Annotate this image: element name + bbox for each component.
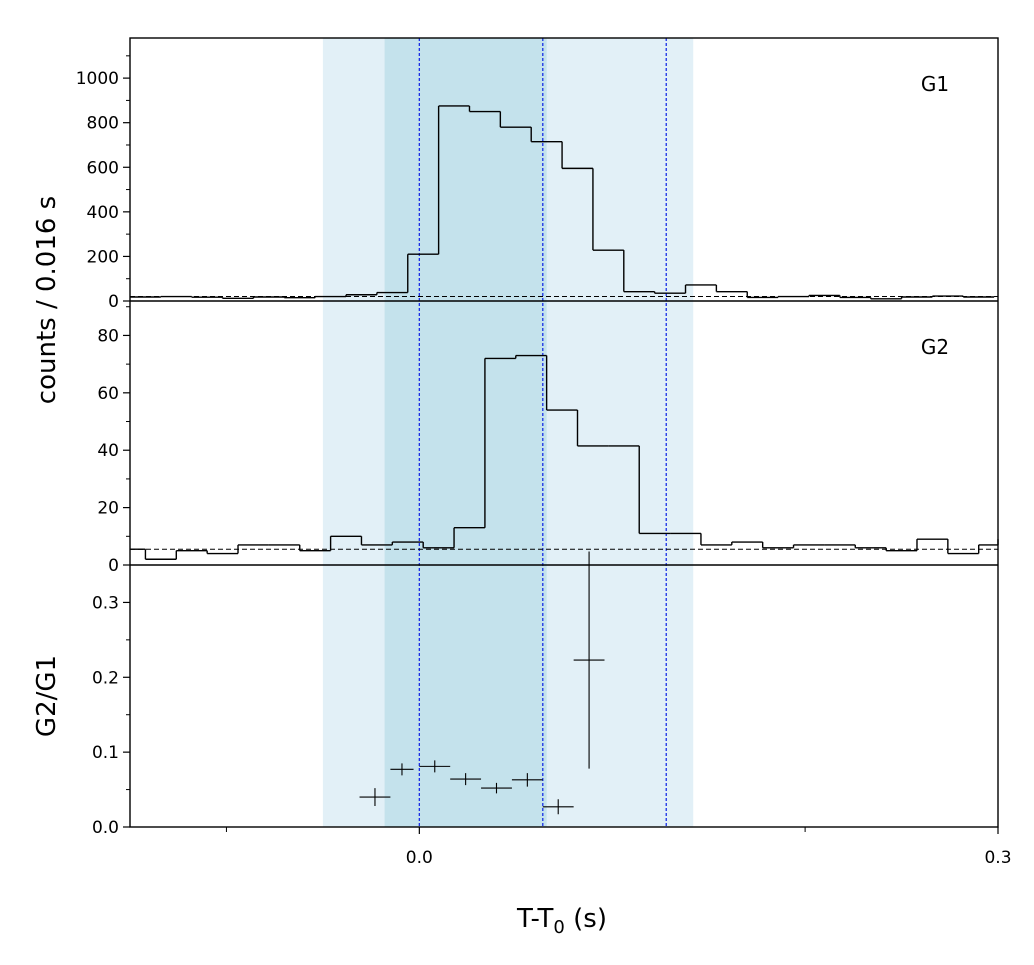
ratio-y-tick-label: 0.0 bbox=[92, 818, 119, 838]
g1-y-tick-label: 0 bbox=[108, 292, 119, 312]
shaded-region-1 bbox=[384, 38, 547, 827]
g2-bin bbox=[299, 544, 331, 552]
x-axis: 0.0 0.3 bbox=[225, 827, 1012, 868]
ratio-point bbox=[542, 799, 574, 815]
ratio-point bbox=[511, 773, 543, 787]
g2-bin bbox=[576, 410, 609, 447]
g1-bin bbox=[777, 295, 809, 298]
g2-bin bbox=[422, 542, 455, 549]
g1-bin bbox=[376, 291, 408, 295]
interval-lines bbox=[418, 38, 667, 827]
g2-bin bbox=[175, 549, 208, 560]
g1-y-tick-label: 600 bbox=[87, 158, 119, 178]
axes-frames bbox=[129, 37, 999, 828]
g2-y-tick-label: 0 bbox=[108, 556, 119, 576]
x-tick-label: 0.0 bbox=[406, 848, 433, 868]
x-axis-title-unit: (s) bbox=[565, 904, 607, 934]
g2-bin bbox=[761, 542, 794, 549]
g1-bin bbox=[931, 295, 964, 297]
ratio-y-tick-label: 0.3 bbox=[92, 593, 119, 613]
g2-bin bbox=[329, 535, 362, 551]
x-axis-title-subscript: 0 bbox=[553, 917, 564, 938]
g1-bin bbox=[715, 284, 748, 293]
ratio-point bbox=[450, 773, 482, 786]
g1-bin bbox=[808, 294, 840, 297]
g1-bin bbox=[684, 284, 717, 294]
ratio-point bbox=[390, 763, 414, 776]
g2-bin bbox=[360, 536, 393, 546]
axes-frame bbox=[129, 37, 999, 828]
g1-y-tick-label: 400 bbox=[87, 203, 119, 223]
g2-y-tick-label: 40 bbox=[97, 441, 119, 461]
g2-bin bbox=[947, 539, 979, 555]
g2-bin bbox=[916, 538, 948, 551]
g2-y-tick-label: 20 bbox=[97, 499, 119, 519]
g1-y-tick-label: 200 bbox=[87, 247, 119, 267]
g1-bin bbox=[345, 294, 377, 297]
g1-y-tick-label: 1000 bbox=[76, 69, 119, 89]
ratio-point bbox=[419, 760, 451, 773]
g1-bin bbox=[499, 111, 532, 128]
g2-bin bbox=[978, 544, 998, 554]
g2-bin bbox=[206, 550, 239, 555]
x-tick-label: 0.3 bbox=[984, 848, 1011, 868]
g1-bin bbox=[592, 168, 624, 251]
g2-bin bbox=[144, 549, 177, 560]
g2-bin bbox=[700, 533, 732, 546]
panel-g1: 0 200 400 600 800 1000 bbox=[76, 55, 998, 312]
g1-bin bbox=[623, 250, 655, 293]
g2-bin bbox=[515, 354, 547, 359]
g2-bin bbox=[638, 445, 671, 535]
g2-y-tick-label: 60 bbox=[97, 384, 119, 404]
g1-bin bbox=[869, 297, 902, 300]
g2-bin bbox=[854, 544, 887, 549]
panel-g2: 0 20 40 60 80 bbox=[97, 306, 999, 576]
g1-bin bbox=[839, 295, 871, 299]
g1-bin bbox=[283, 296, 316, 299]
x-axis-title-main: T-T bbox=[516, 904, 553, 934]
g1-bin bbox=[191, 296, 223, 298]
ratio-point bbox=[359, 788, 391, 807]
g1-bin bbox=[746, 291, 779, 299]
g1-bin bbox=[252, 296, 285, 299]
g2-bin bbox=[453, 526, 485, 548]
y-axis-title-counts: counts / 0.016 s bbox=[32, 196, 62, 404]
ratio-y-tick-label: 0.2 bbox=[92, 668, 119, 688]
g1-bin bbox=[962, 296, 995, 298]
ratio-point bbox=[573, 551, 605, 769]
g1-bin bbox=[221, 297, 254, 300]
g1-bin bbox=[314, 295, 347, 298]
y-axis-title-ratio: G2/G1 bbox=[32, 655, 62, 737]
x-axis-title: T-T0 (s) bbox=[516, 904, 607, 938]
shaded-regions bbox=[322, 38, 694, 827]
g1-bin bbox=[530, 127, 563, 143]
g1-bin bbox=[468, 105, 501, 113]
g1-bin bbox=[407, 253, 439, 293]
ratio-y-tick-label: 0.1 bbox=[92, 743, 119, 763]
g2-bin bbox=[484, 357, 516, 528]
g1-bin bbox=[900, 296, 933, 299]
g1-bin bbox=[653, 291, 686, 294]
ratio-point bbox=[481, 782, 512, 794]
g1-bin bbox=[561, 141, 593, 170]
g2-bin bbox=[237, 544, 269, 554]
g2-bin bbox=[545, 355, 578, 411]
panel-label-g1: G1 bbox=[921, 72, 949, 96]
g1-y-tick-label: 800 bbox=[87, 114, 119, 134]
panel-ratio: 0.0 0.1 0.2 0.3 bbox=[92, 551, 605, 838]
g2-bin bbox=[885, 547, 917, 552]
g2-bin bbox=[792, 544, 825, 548]
g2-y-tick-label: 80 bbox=[97, 326, 119, 346]
panel-label-g2: G2 bbox=[921, 335, 949, 359]
g2-bin bbox=[731, 541, 763, 545]
g2-bin bbox=[391, 541, 424, 545]
g1-bin bbox=[437, 105, 470, 255]
